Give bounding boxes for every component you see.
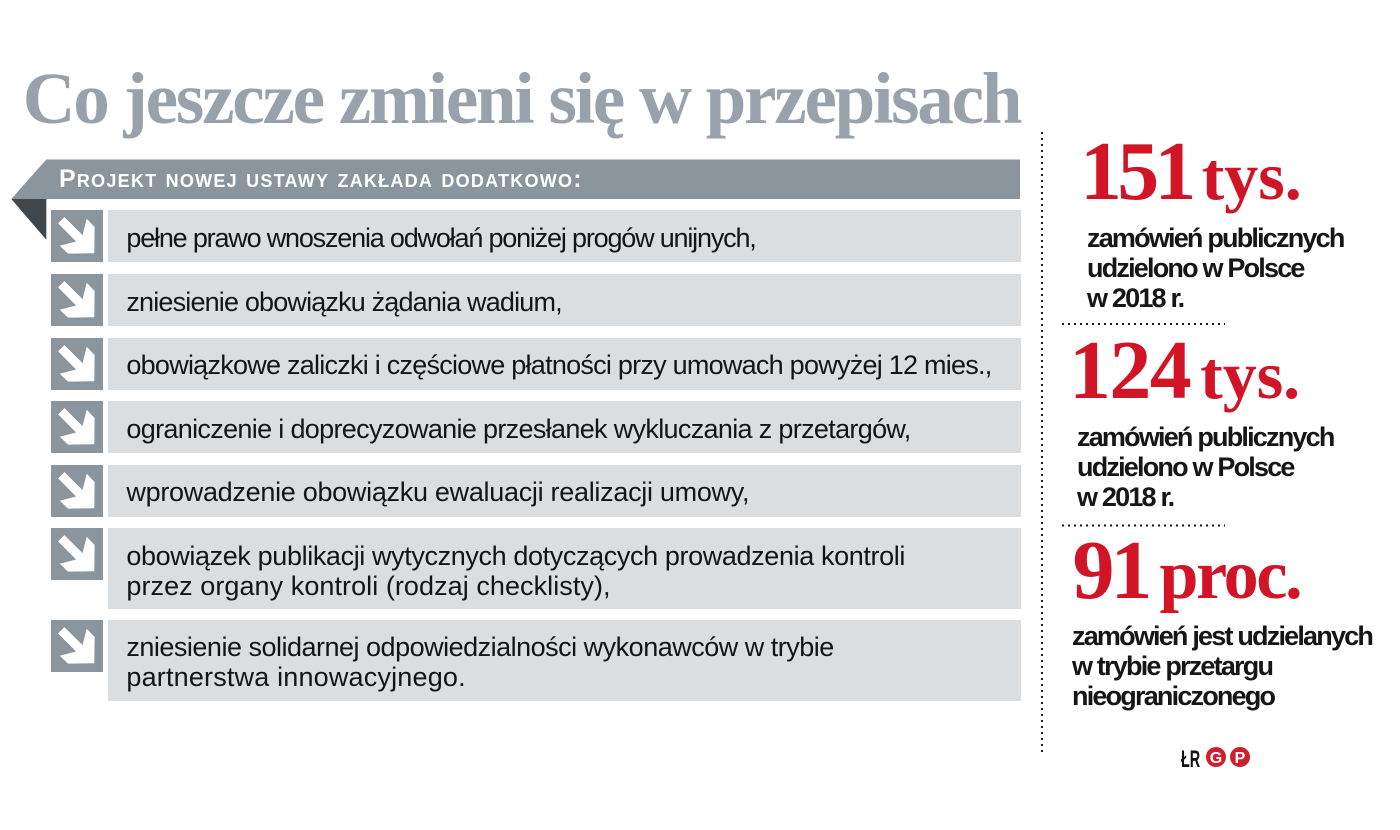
svg-text:P: P <box>1235 750 1246 767</box>
svg-text:G: G <box>1210 750 1222 767</box>
